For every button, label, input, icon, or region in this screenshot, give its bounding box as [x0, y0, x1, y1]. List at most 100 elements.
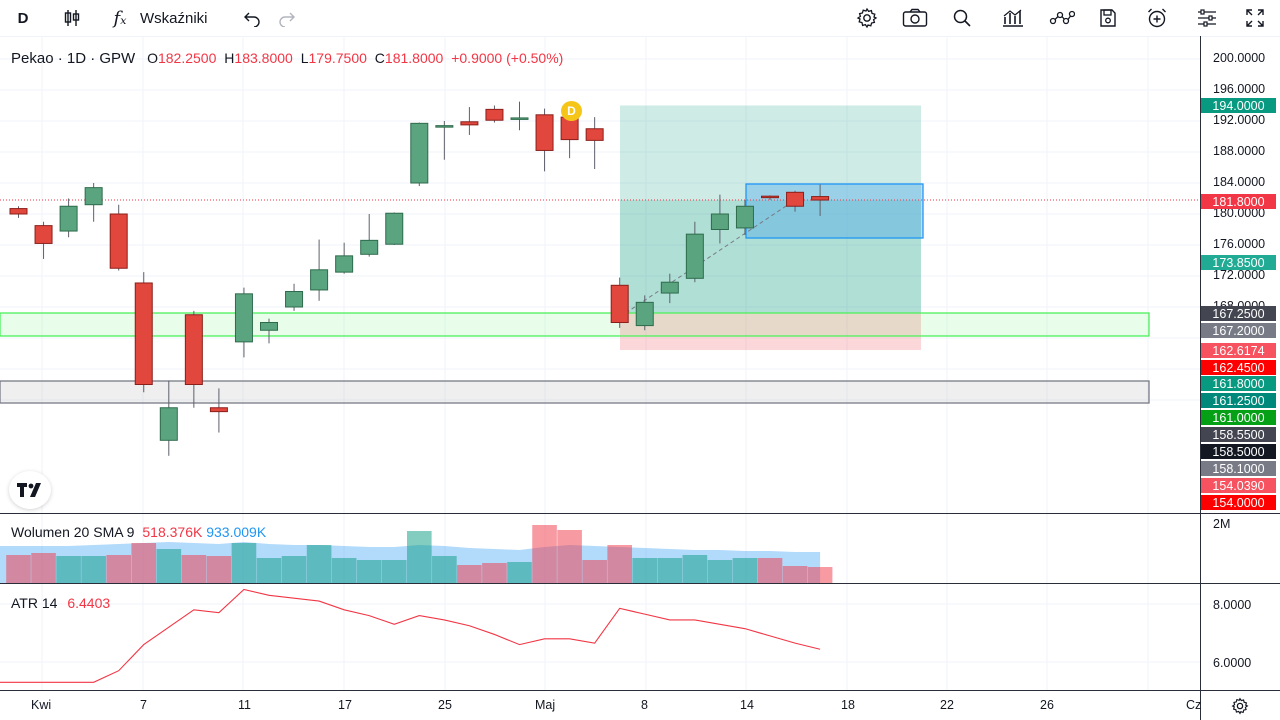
candle-body [660, 281, 679, 294]
symbol-legend[interactable]: Pekao · 1D · GPW O182.2500 H183.8000 L17… [11, 50, 563, 67]
candle-body [710, 213, 729, 230]
tradingview-logo-icon[interactable] [9, 471, 51, 509]
change-value: +0.9000 (+0.50%) [451, 50, 564, 66]
rectangle-drawing-blue [745, 183, 924, 239]
top-toolbar: D 𝑓ₓ Wskaźniki [0, 0, 1280, 37]
price-tick-label: 200.0000 [1213, 51, 1266, 65]
time-tick-label: 25 [438, 698, 452, 712]
time-tick-label: 17 [338, 698, 352, 712]
volume-bar [407, 531, 432, 583]
volume-bar [231, 543, 257, 583]
volume-bar [507, 562, 532, 583]
price-tag: 158.5000 [1201, 444, 1276, 459]
volume-axis-label: 2M [1213, 517, 1231, 531]
price-tick-label: 180.0000 [1213, 206, 1266, 220]
price-tag: 181.8000 [1201, 194, 1276, 209]
search-icon[interactable] [948, 0, 976, 36]
atr-indicator-name: ATR 14 [11, 595, 58, 611]
volume-indicator-name: Wolumen 20 SMA 9 [11, 524, 135, 540]
volume-bar [306, 545, 332, 583]
volume-bar [106, 555, 131, 583]
atr-legend[interactable]: ATR 14 6.4403 [11, 595, 110, 611]
compare-icon[interactable] [998, 0, 1028, 36]
candle-body [184, 314, 203, 385]
object-tree-icon[interactable] [1192, 0, 1222, 36]
candle-body [435, 125, 454, 128]
strategy-icon[interactable] [1046, 0, 1078, 36]
price-tag: 161.2500 [1201, 393, 1276, 408]
indicators-button[interactable]: Wskaźniki [140, 9, 208, 27]
volume-bar [356, 560, 382, 583]
price-tick-label: 184.0000 [1213, 175, 1266, 189]
price-tag: 194.0000 [1201, 98, 1276, 113]
low-label: L [300, 50, 309, 66]
candle-body [109, 213, 128, 269]
price-tag: 167.2500 [1201, 306, 1276, 321]
volume-bar [6, 555, 31, 583]
atr-axis-label-high: 8.0000 [1213, 598, 1252, 612]
camera-icon[interactable] [900, 0, 930, 36]
candle-body [159, 407, 178, 441]
price-tag: 162.4500 [1201, 360, 1276, 375]
candle-body [260, 322, 278, 331]
price-tag: 154.0000 [1201, 495, 1276, 510]
volume-bar [482, 563, 507, 583]
interval-button[interactable]: D [17, 9, 29, 27]
undo-icon[interactable] [240, 0, 264, 36]
candles-series [9, 101, 830, 456]
chart-canvas[interactable] [0, 36, 1280, 720]
price-tag: 158.5500 [1201, 427, 1276, 442]
time-tick-label: 22 [940, 698, 954, 712]
symbol-title[interactable]: Pekao · 1D · GPW [11, 50, 136, 67]
price-tick-label: 176.0000 [1213, 237, 1266, 251]
atr-value: 6.4403 [67, 595, 111, 611]
chart-type-icon[interactable] [58, 0, 86, 36]
volume-bar [331, 558, 357, 583]
time-tick-label: 8 [641, 698, 648, 712]
save-icon[interactable] [1094, 0, 1122, 36]
price-tick-label: 192.0000 [1213, 113, 1266, 127]
candle-body [460, 121, 479, 126]
drawing-objects[interactable] [0, 105, 1200, 404]
indicators-icon[interactable]: 𝑓ₓ [113, 7, 127, 29]
volume-bar [782, 566, 808, 583]
candle-body [84, 187, 103, 206]
price-tick-label: 172.0000 [1213, 268, 1266, 282]
alert-icon[interactable] [1142, 0, 1172, 36]
volume-bar [557, 530, 582, 583]
candle-body [535, 114, 554, 151]
volume-bar [381, 560, 407, 583]
dividend-marker-icon[interactable]: D [561, 101, 582, 121]
redo-icon[interactable] [275, 0, 299, 36]
settings-icon[interactable] [852, 0, 882, 36]
price-tag: 173.8500 [1201, 255, 1276, 270]
volume-bar [757, 558, 783, 583]
candle-body [134, 282, 153, 386]
volume-bar [81, 556, 106, 583]
time-tick-label: 26 [1040, 698, 1054, 712]
price-tag: 161.0000 [1201, 410, 1276, 425]
pane-separators [0, 36, 1280, 720]
candle-body [485, 108, 504, 121]
candle-body [510, 117, 529, 120]
long-position-stop-zone [620, 312, 921, 351]
candle-body [761, 195, 779, 199]
axis-settings-icon[interactable] [1229, 695, 1251, 717]
fullscreen-icon[interactable] [1240, 0, 1270, 36]
volume-legend[interactable]: Wolumen 20 SMA 9 518.376K 933.009K [11, 524, 266, 540]
volume-bar [682, 555, 708, 583]
price-tick-label: 196.0000 [1213, 82, 1266, 96]
volume-bar [206, 556, 232, 583]
position-dashed-line [619, 199, 796, 318]
time-tick-label: 14 [740, 698, 754, 712]
volume-bar [31, 553, 56, 583]
atr-line [0, 588, 821, 683]
volume-bar [256, 558, 282, 583]
price-tag: 167.2000 [1201, 323, 1276, 338]
low-value: 179.7500 [308, 50, 367, 66]
candle-body [34, 225, 53, 244]
support-zone-green [0, 312, 1150, 337]
time-tick-label: Cz [1186, 698, 1202, 712]
candle-body [635, 301, 654, 327]
volume-bar [807, 567, 833, 583]
